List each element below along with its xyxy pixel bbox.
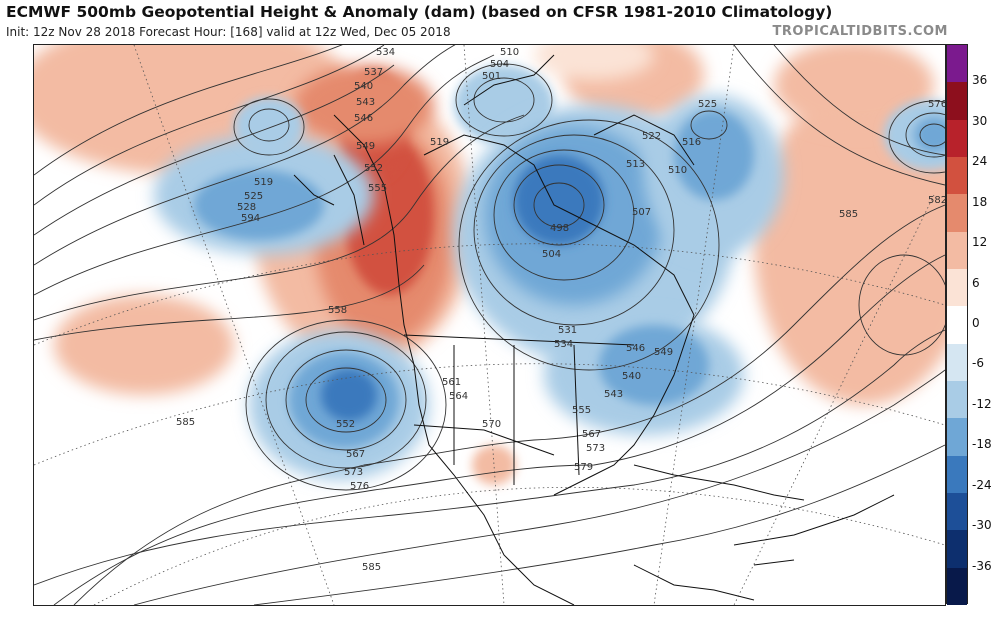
contour-label: 573 bbox=[344, 467, 363, 478]
colorbar-tick-label: -36 bbox=[972, 558, 992, 573]
contour-label: 552 bbox=[336, 419, 355, 430]
contour-label: 567 bbox=[346, 449, 365, 460]
contour-label: 510 bbox=[668, 165, 687, 176]
contour-label: 543 bbox=[356, 97, 375, 108]
contour-label: 558 bbox=[328, 305, 347, 316]
contour-label: 510 bbox=[500, 47, 519, 58]
contour-label: 555 bbox=[368, 183, 387, 194]
contour-label: 552 bbox=[364, 163, 383, 174]
map-panel: 534 537 540 543 546 549 552 555 519 525 … bbox=[33, 44, 946, 606]
contour-label: 555 bbox=[572, 405, 591, 416]
colorbar-segment bbox=[947, 231, 967, 270]
colorbar-tick-label: -30 bbox=[972, 518, 992, 533]
colorbar-segment bbox=[947, 493, 967, 531]
contour-label: 534 bbox=[376, 47, 395, 58]
contour-label: 549 bbox=[654, 347, 673, 358]
colorbar-tick-label: 30 bbox=[972, 113, 988, 128]
contour-label: 537 bbox=[364, 67, 383, 78]
contour-label: 540 bbox=[354, 81, 373, 92]
colorbar-segment bbox=[947, 82, 967, 121]
colorbar-segment bbox=[947, 119, 967, 158]
chart-title: ECMWF 500mb Geopotential Height & Anomal… bbox=[6, 3, 833, 21]
graticule bbox=[34, 45, 945, 605]
colorbar-segment bbox=[947, 418, 967, 457]
contour-label: 549 bbox=[356, 141, 375, 152]
contour-label: 513 bbox=[626, 159, 645, 170]
anomaly-colorbar bbox=[946, 44, 968, 606]
colorbar-segment bbox=[947, 567, 967, 606]
colorbar-segment bbox=[947, 194, 967, 233]
colorbar-segment bbox=[947, 269, 967, 307]
contour-label: 561 bbox=[442, 377, 461, 388]
contour-label: 546 bbox=[626, 343, 645, 354]
colorbar-tick-label: -6 bbox=[972, 356, 984, 371]
coastlines bbox=[293, 54, 895, 605]
height-contours bbox=[34, 45, 945, 605]
contour-label: 594 bbox=[241, 213, 260, 224]
contour-label: 504 bbox=[542, 249, 561, 260]
colorbar-tick-label: -12 bbox=[972, 396, 992, 411]
contour-label: 567 bbox=[582, 429, 601, 440]
contour-label: 504 bbox=[490, 59, 509, 70]
contour-label: 522 bbox=[642, 131, 661, 142]
map-graphic: 534 537 540 543 546 549 552 555 519 525 … bbox=[34, 45, 945, 605]
contour-label: 525 bbox=[244, 191, 263, 202]
contour-label: 543 bbox=[604, 389, 623, 400]
colorbar-segment bbox=[947, 45, 967, 83]
colorbar-tick-label: 18 bbox=[972, 194, 988, 209]
colorbar-tick-label: -18 bbox=[972, 437, 992, 452]
contour-label: 519 bbox=[254, 177, 273, 188]
contour-label: 564 bbox=[449, 391, 468, 402]
contour-label: 516 bbox=[682, 137, 701, 148]
contour-label: 519 bbox=[430, 137, 449, 148]
contour-label: 570 bbox=[482, 419, 501, 430]
colorbar-tick-label: 36 bbox=[972, 73, 988, 88]
contour-label: 534 bbox=[554, 339, 573, 350]
colorbar-segment bbox=[947, 343, 967, 382]
contour-label: 585 bbox=[176, 417, 195, 428]
contour-label: 579 bbox=[574, 462, 593, 473]
contour-label: 525 bbox=[698, 99, 717, 110]
contour-label: 546 bbox=[354, 113, 373, 124]
colorbar-tick-label: 24 bbox=[972, 154, 988, 169]
contour-label: 501 bbox=[482, 71, 501, 82]
colorbar-tick-label: 6 bbox=[972, 275, 980, 290]
contour-label: 531 bbox=[558, 325, 577, 336]
contour-label-group: 534 537 540 543 546 549 552 555 519 525 … bbox=[176, 47, 945, 573]
colorbar-segment bbox=[947, 530, 967, 569]
contour-label: 573 bbox=[586, 443, 605, 454]
colorbar-segment bbox=[947, 381, 967, 419]
colorbar-segment bbox=[947, 455, 967, 494]
chart-subtitle: Init: 12z Nov 28 2018 Forecast Hour: [16… bbox=[6, 25, 451, 39]
contour-label: 576 bbox=[928, 99, 945, 110]
colorbar-segment bbox=[947, 157, 967, 195]
contour-label: 540 bbox=[622, 371, 641, 382]
colorbar-tick-label: 12 bbox=[972, 235, 988, 250]
contour-label: 498 bbox=[550, 223, 569, 234]
contour-label: 585 bbox=[362, 562, 381, 573]
contour-label: 582 bbox=[928, 195, 945, 206]
colorbar-segment bbox=[947, 306, 967, 345]
contour-label: 507 bbox=[632, 207, 651, 218]
contour-label: 585 bbox=[839, 209, 858, 220]
colorbar-tick-label: -24 bbox=[972, 477, 992, 492]
colorbar-tick-label: 0 bbox=[972, 316, 980, 330]
contour-label: 576 bbox=[350, 481, 369, 492]
site-brand: TROPICALTIDBITS.COM bbox=[772, 24, 948, 39]
contour-label: 528 bbox=[237, 202, 256, 213]
